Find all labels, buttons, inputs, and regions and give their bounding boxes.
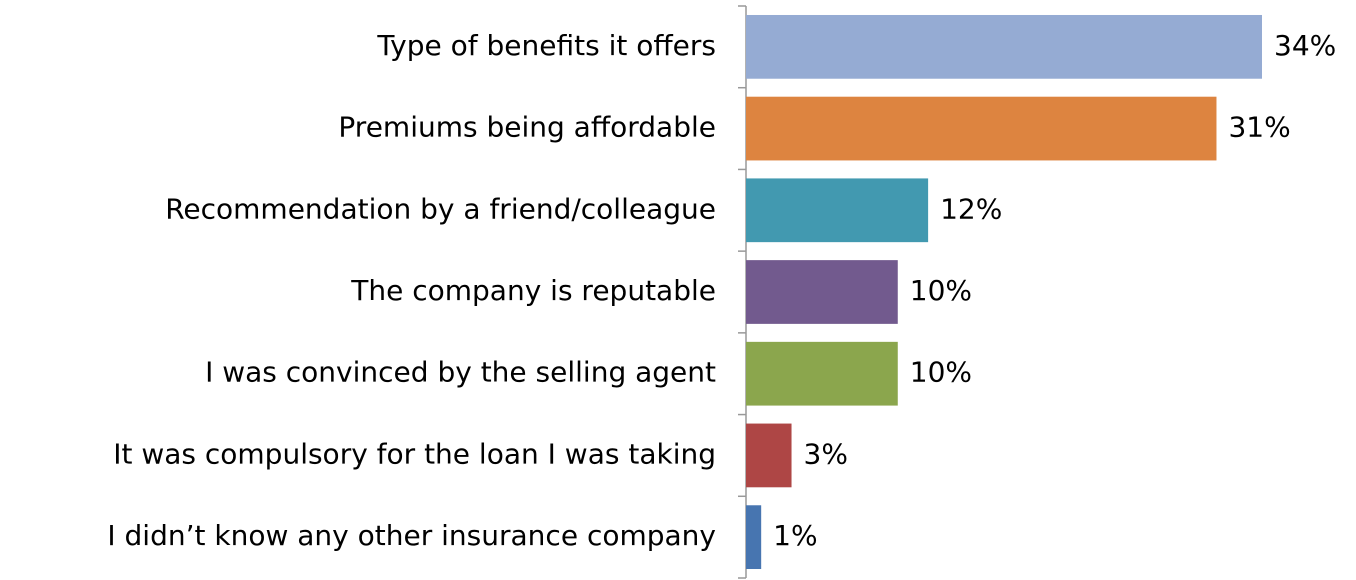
value-label: 10% [910,356,972,389]
value-label: 31% [1228,111,1290,144]
bar [746,341,898,406]
bar [746,260,898,324]
category-label: Type of benefits it offers [376,29,716,62]
category-label: Premiums being affordable [338,111,716,144]
bar [746,423,792,488]
value-label: 12% [940,192,1002,225]
value-label: 34% [1274,29,1336,62]
value-label: 3% [804,437,848,470]
category-label: I didn’t know any other insurance compan… [107,519,716,552]
bar [746,178,929,243]
value-label: 1% [773,519,817,552]
category-label: I was convinced by the selling agent [205,356,716,389]
bar [746,14,1262,79]
bar [746,96,1217,161]
category-label: Recommendation by a friend/colleague [165,192,716,225]
bar [746,505,762,570]
value-label: 10% [910,274,972,307]
category-label: It was compulsory for the loan I was tak… [113,437,716,470]
category-label: The company is reputable [350,274,716,307]
